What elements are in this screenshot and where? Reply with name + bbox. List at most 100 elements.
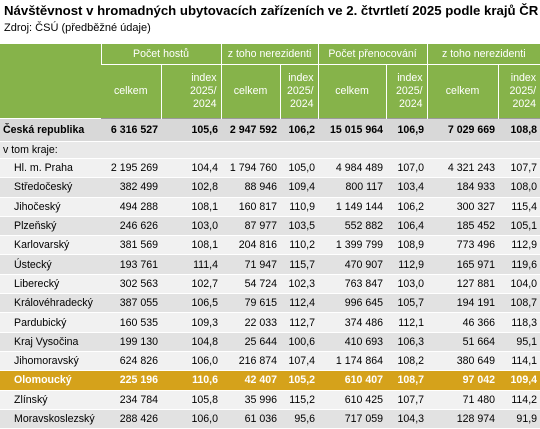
nights-nonres-total-cell: 71 480 [427,390,499,410]
guests-total-cell: 624 826 [101,351,161,372]
guests-total-cell: 381 569 [101,235,161,256]
guests-nonres-total-cell: 79 615 [221,293,281,314]
guests-total-cell: 302 563 [101,274,161,295]
header-group-guests: Počet hostů [100,44,222,65]
nights-index-cell: 112,1 [386,312,428,333]
nights-total-cell: 1 399 799 [318,235,387,256]
total-row: Česká republika 6 316 527 105,6 2 947 59… [0,118,540,142]
nights-total-cell: 800 117 [318,177,387,198]
nights-index-cell: 112,9 [386,254,428,275]
guests-total-cell: 382 499 [101,177,161,198]
nights-nonres-total-cell: 773 496 [427,235,499,256]
guests-total-cell: 225 196 [101,370,161,391]
region-name: Královéhradecký [0,293,101,314]
header-group-nights: Počet přenocování [317,44,428,65]
region-name: Liberecký [0,274,101,295]
guests-nonres-index-cell: 109,4 [280,177,319,198]
nights-nonres-total-cell: 165 971 [427,254,499,275]
table-row-highlighted: Olomoucký 225 196 110,6 42 407 105,2 610 407 1… [0,370,540,391]
guests-nonres-total-cell: 42 407 [221,370,281,391]
guests-index-cell: 104,4 [161,158,222,179]
nights-nonres-total-cell: 300 327 [427,197,499,217]
guests-nonres-index-cell: 115,7 [280,254,319,275]
header-index: index 2025/2024 [279,64,319,119]
guests-index-cell: 108,1 [161,197,222,217]
nights-nonres-total-cell: 185 452 [427,216,499,237]
nights-nonres-index-cell: 112,9 [498,235,540,256]
guests-total-cell: 387 055 [101,293,161,314]
guests-nonres-index-cell: 105,0 [280,158,319,179]
guests-total-cell: 494 288 [101,197,161,217]
header-group-nights-nonresidents: z toho nerezidenti [426,44,540,65]
nights-nonres-index-cell: 107,7 [498,158,540,179]
region-name: Moravskoslezský [0,409,101,429]
nights-nonres-index-cell: 119,6 [498,254,540,275]
guests-nonres-index-cell: 110,2 [280,235,319,256]
guests-nonres-total-cell: 61 036 [221,409,281,429]
region-name: Zlínský [0,390,101,410]
guests-nonres-index-cell: 107,4 [280,351,319,372]
guests-nonres-total-cell: 2 947 592 [221,118,281,142]
nights-nonres-total-cell: 97 042 [427,370,499,391]
guests-index-cell: 105,6 [161,118,222,142]
guests-nonres-index-cell: 112,7 [280,312,319,333]
regions-subheading: v tom kraje: [0,141,540,159]
nights-total-cell: 4 984 489 [318,158,387,179]
nights-nonres-total-cell: 184 933 [427,177,499,198]
guests-index-cell: 105,8 [161,390,222,410]
region-rows: Hl. m. Praha 2 195 269 104,4 1 794 760 105,0… [0,158,540,429]
guests-nonres-total-cell: 216 874 [221,351,281,372]
table-row: Plzeňský 246 626 103,0 87 977 103,5 552 882 10… [0,216,540,237]
guests-nonres-index-cell: 103,5 [280,216,319,237]
guests-total-cell: 6 316 527 [101,118,161,142]
guests-index-cell: 109,3 [161,312,222,333]
table-row: Ústecký 193 761 111,4 71 947 115,7 470 907 112… [0,254,540,275]
header-total: celkem [317,64,387,119]
guests-total-cell: 160 535 [101,312,161,333]
nights-total-cell: 996 645 [318,293,387,314]
nights-index-cell: 108,7 [386,370,428,391]
header-index: index 2025/2024 [160,64,222,119]
guests-nonres-total-cell: 87 977 [221,216,281,237]
guests-nonres-total-cell: 35 996 [221,390,281,410]
nights-nonres-index-cell: 118,3 [498,312,540,333]
guests-index-cell: 102,7 [161,274,222,295]
guests-nonres-index-cell: 115,2 [280,390,319,410]
nights-index-cell: 107,0 [386,158,428,179]
guests-total-cell: 2 195 269 [101,158,161,179]
nights-nonres-index-cell: 108,7 [498,293,540,314]
nights-nonres-index-cell: 95,1 [498,332,540,352]
region-name: Olomoucký [0,370,101,391]
nights-total-cell: 1 174 864 [318,351,387,372]
nights-index-cell: 104,3 [386,409,428,429]
nights-nonres-index-cell: 108,8 [498,118,540,142]
nights-nonres-index-cell: 109,4 [498,370,540,391]
region-name: Jihočeský [0,197,101,217]
nights-total-cell: 470 907 [318,254,387,275]
nights-nonres-total-cell: 380 649 [427,351,499,372]
nights-index-cell: 106,2 [386,197,428,217]
nights-nonres-total-cell: 127 881 [427,274,499,295]
nights-total-cell: 717 059 [318,409,387,429]
nights-nonres-index-cell: 108,0 [498,177,540,198]
nights-nonres-total-cell: 46 366 [427,312,499,333]
guests-nonres-total-cell: 54 724 [221,274,281,295]
table-row: Liberecký 302 563 102,7 54 724 102,3 763 847 1… [0,274,540,295]
guests-nonres-index-cell: 110,9 [280,197,319,217]
header-index: index 2025/2024 [385,64,428,119]
guests-nonres-total-cell: 204 816 [221,235,281,256]
guests-nonres-total-cell: 1 794 760 [221,158,281,179]
nights-index-cell: 107,7 [386,390,428,410]
table-row: Kraj Vysočina 199 130 104,8 25 644 100,6 410 … [0,332,540,352]
table-row: Jihočeský 494 288 108,1 160 817 110,9 1 149 1… [0,197,540,217]
guests-total-cell: 234 784 [101,390,161,410]
guests-nonres-total-cell: 22 033 [221,312,281,333]
table-row: Královéhradecký 387 055 106,5 79 615 112,4 99… [0,293,540,314]
guests-total-cell: 246 626 [101,216,161,237]
region-name: Středočeský [0,177,101,198]
guests-nonres-index-cell: 112,4 [280,293,319,314]
table-title: Návštěvnost v hromadných ubytovacích zař… [4,3,539,18]
guests-nonres-total-cell: 160 817 [221,197,281,217]
region-name: Jihomoravský [0,351,101,372]
guests-total-cell: 199 130 [101,332,161,352]
